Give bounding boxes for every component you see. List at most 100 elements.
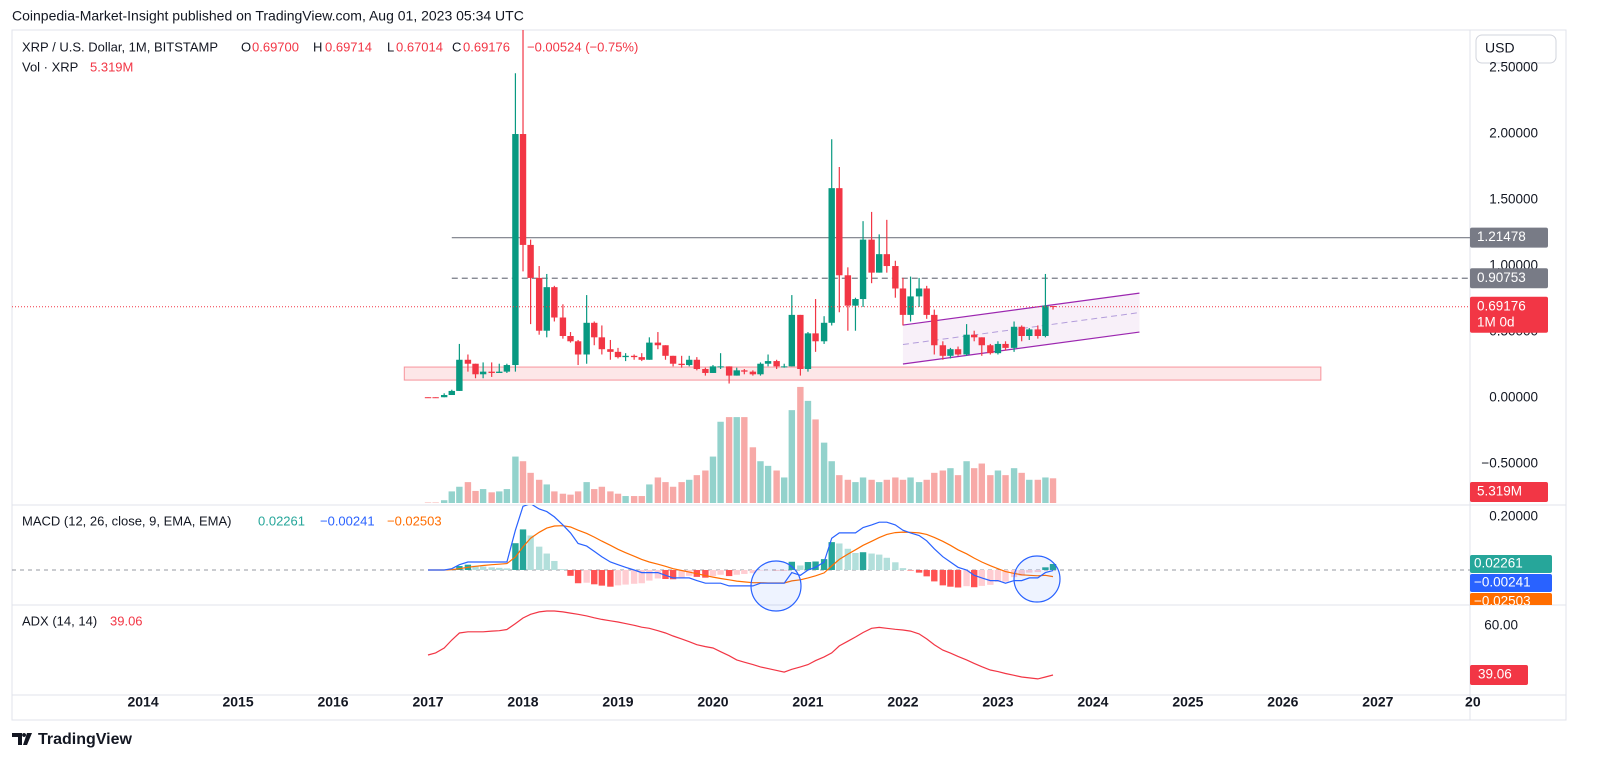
candle-body xyxy=(607,349,614,352)
macd-hist-bar xyxy=(844,548,852,570)
volume-bar xyxy=(693,475,701,503)
ohlc-key: L xyxy=(387,39,394,54)
candle-body xyxy=(456,359,463,391)
candle-body xyxy=(970,334,978,338)
candle-body xyxy=(686,359,693,366)
channel-line xyxy=(902,292,1140,326)
volume-bar xyxy=(622,496,629,503)
volume-bar xyxy=(749,447,757,503)
macd-title: MACD (12, 26, close, 9, EMA, EMA) xyxy=(22,513,232,528)
candle-body xyxy=(883,254,890,267)
volume-bar xyxy=(994,470,1002,503)
macd-hist-bar xyxy=(527,535,534,570)
candle-body xyxy=(757,363,764,375)
macd-signal-line xyxy=(428,525,1054,584)
candle-body xyxy=(939,345,947,356)
x-tick-label: 2026 xyxy=(1267,694,1298,710)
volume-value: 5.319M xyxy=(90,59,133,74)
level-label-box xyxy=(1470,227,1548,248)
candle-body xyxy=(1026,329,1033,337)
macd-hist-bar xyxy=(1042,567,1049,570)
volume-bar xyxy=(757,461,764,503)
volume-bar xyxy=(947,468,954,503)
adx-line xyxy=(427,610,1054,680)
volume-bar xyxy=(868,479,875,503)
level-label: 1.21478 xyxy=(1477,229,1526,244)
adx-value: 39.06 xyxy=(110,613,143,628)
macd-value-label: −0.02503 xyxy=(1474,594,1531,609)
volume-title: Vol · XRP xyxy=(22,59,78,74)
currency-button[interactable] xyxy=(1475,34,1557,64)
volume-bar xyxy=(725,417,733,503)
macd-hist-bar xyxy=(503,568,511,570)
volume-bar xyxy=(567,494,574,503)
candle-body xyxy=(947,349,954,356)
volume-bar xyxy=(923,479,930,503)
adx-value-box xyxy=(1470,664,1528,685)
macd-hist-bar xyxy=(970,569,978,588)
y-tick-label: 2.50000 xyxy=(1489,60,1538,75)
macd-hist-bar xyxy=(749,569,757,574)
volume-bar xyxy=(733,417,740,503)
volume-bar xyxy=(915,482,923,503)
logo-text: TradingView xyxy=(38,731,133,748)
macd-pane xyxy=(12,505,1470,588)
candle-body xyxy=(488,371,495,373)
highlight-circle xyxy=(750,560,802,612)
volume-bar xyxy=(535,479,543,503)
change-value: −0.00524 (−0.75%) xyxy=(527,39,638,54)
volume-bar xyxy=(1010,468,1018,503)
macd-hist-bar xyxy=(456,566,463,570)
x-tick-label: 2019 xyxy=(602,694,633,710)
volume-bar xyxy=(717,421,724,503)
support-zone xyxy=(403,366,1322,381)
symbol-title: XRP / U.S. Dollar, 1M, BITSTAMP xyxy=(22,39,218,54)
x-tick-label: 20 xyxy=(1465,694,1481,710)
candle-body xyxy=(797,314,804,370)
macd-hist-bar xyxy=(717,569,724,575)
macd-hist-bar xyxy=(607,569,614,587)
ohlc-key: H xyxy=(313,39,322,54)
volume-bar xyxy=(1034,479,1042,503)
macd-line xyxy=(428,505,1054,587)
volume-bar xyxy=(669,486,677,503)
ohlc-value: 0.69714 xyxy=(325,39,372,54)
macd-hist-bar xyxy=(820,559,828,570)
macd-axis-labels: 0.02261 −0.00241 −0.02503 xyxy=(1470,554,1552,609)
candle-body xyxy=(551,287,558,318)
x-tick-label: 2022 xyxy=(887,694,918,710)
volume-bar xyxy=(844,479,852,503)
volume-bar xyxy=(931,472,938,503)
volume-bar xyxy=(939,470,947,503)
publish-header: Coinpedia-Market-Insight published on Tr… xyxy=(12,8,524,24)
x-tick-label: 2021 xyxy=(792,694,823,710)
level-label-box xyxy=(1470,268,1548,289)
volume-bar xyxy=(472,490,479,503)
macd-hist-bar xyxy=(638,569,645,584)
volume-bar xyxy=(646,484,653,503)
x-tick-label: 2015 xyxy=(222,694,253,710)
y-tick-label: 2.00000 xyxy=(1489,126,1538,141)
volume-bar xyxy=(741,417,748,503)
volume-bar xyxy=(1002,475,1009,503)
volume-bar xyxy=(678,482,685,503)
volume-bar xyxy=(899,479,907,503)
macd-hist-bar xyxy=(662,569,669,580)
highlight-circle xyxy=(1013,555,1061,603)
volume-bar xyxy=(638,496,645,503)
candle-body xyxy=(812,333,819,342)
volume-bar xyxy=(440,500,448,503)
candle-body xyxy=(543,287,550,331)
macd-value-box xyxy=(1470,592,1552,605)
candle-body xyxy=(804,333,812,370)
macd-hist-bar xyxy=(1049,563,1057,570)
candle-body xyxy=(1010,326,1018,348)
volume-bar xyxy=(709,456,717,503)
candle-body xyxy=(567,336,574,342)
volume-bar xyxy=(764,465,772,503)
adx-value-label: 39.06 xyxy=(1478,667,1512,682)
candle-body xyxy=(591,322,598,338)
macd-hist-bar xyxy=(574,569,582,584)
macd-hist-bar xyxy=(567,569,574,576)
volume-bar xyxy=(702,470,709,503)
